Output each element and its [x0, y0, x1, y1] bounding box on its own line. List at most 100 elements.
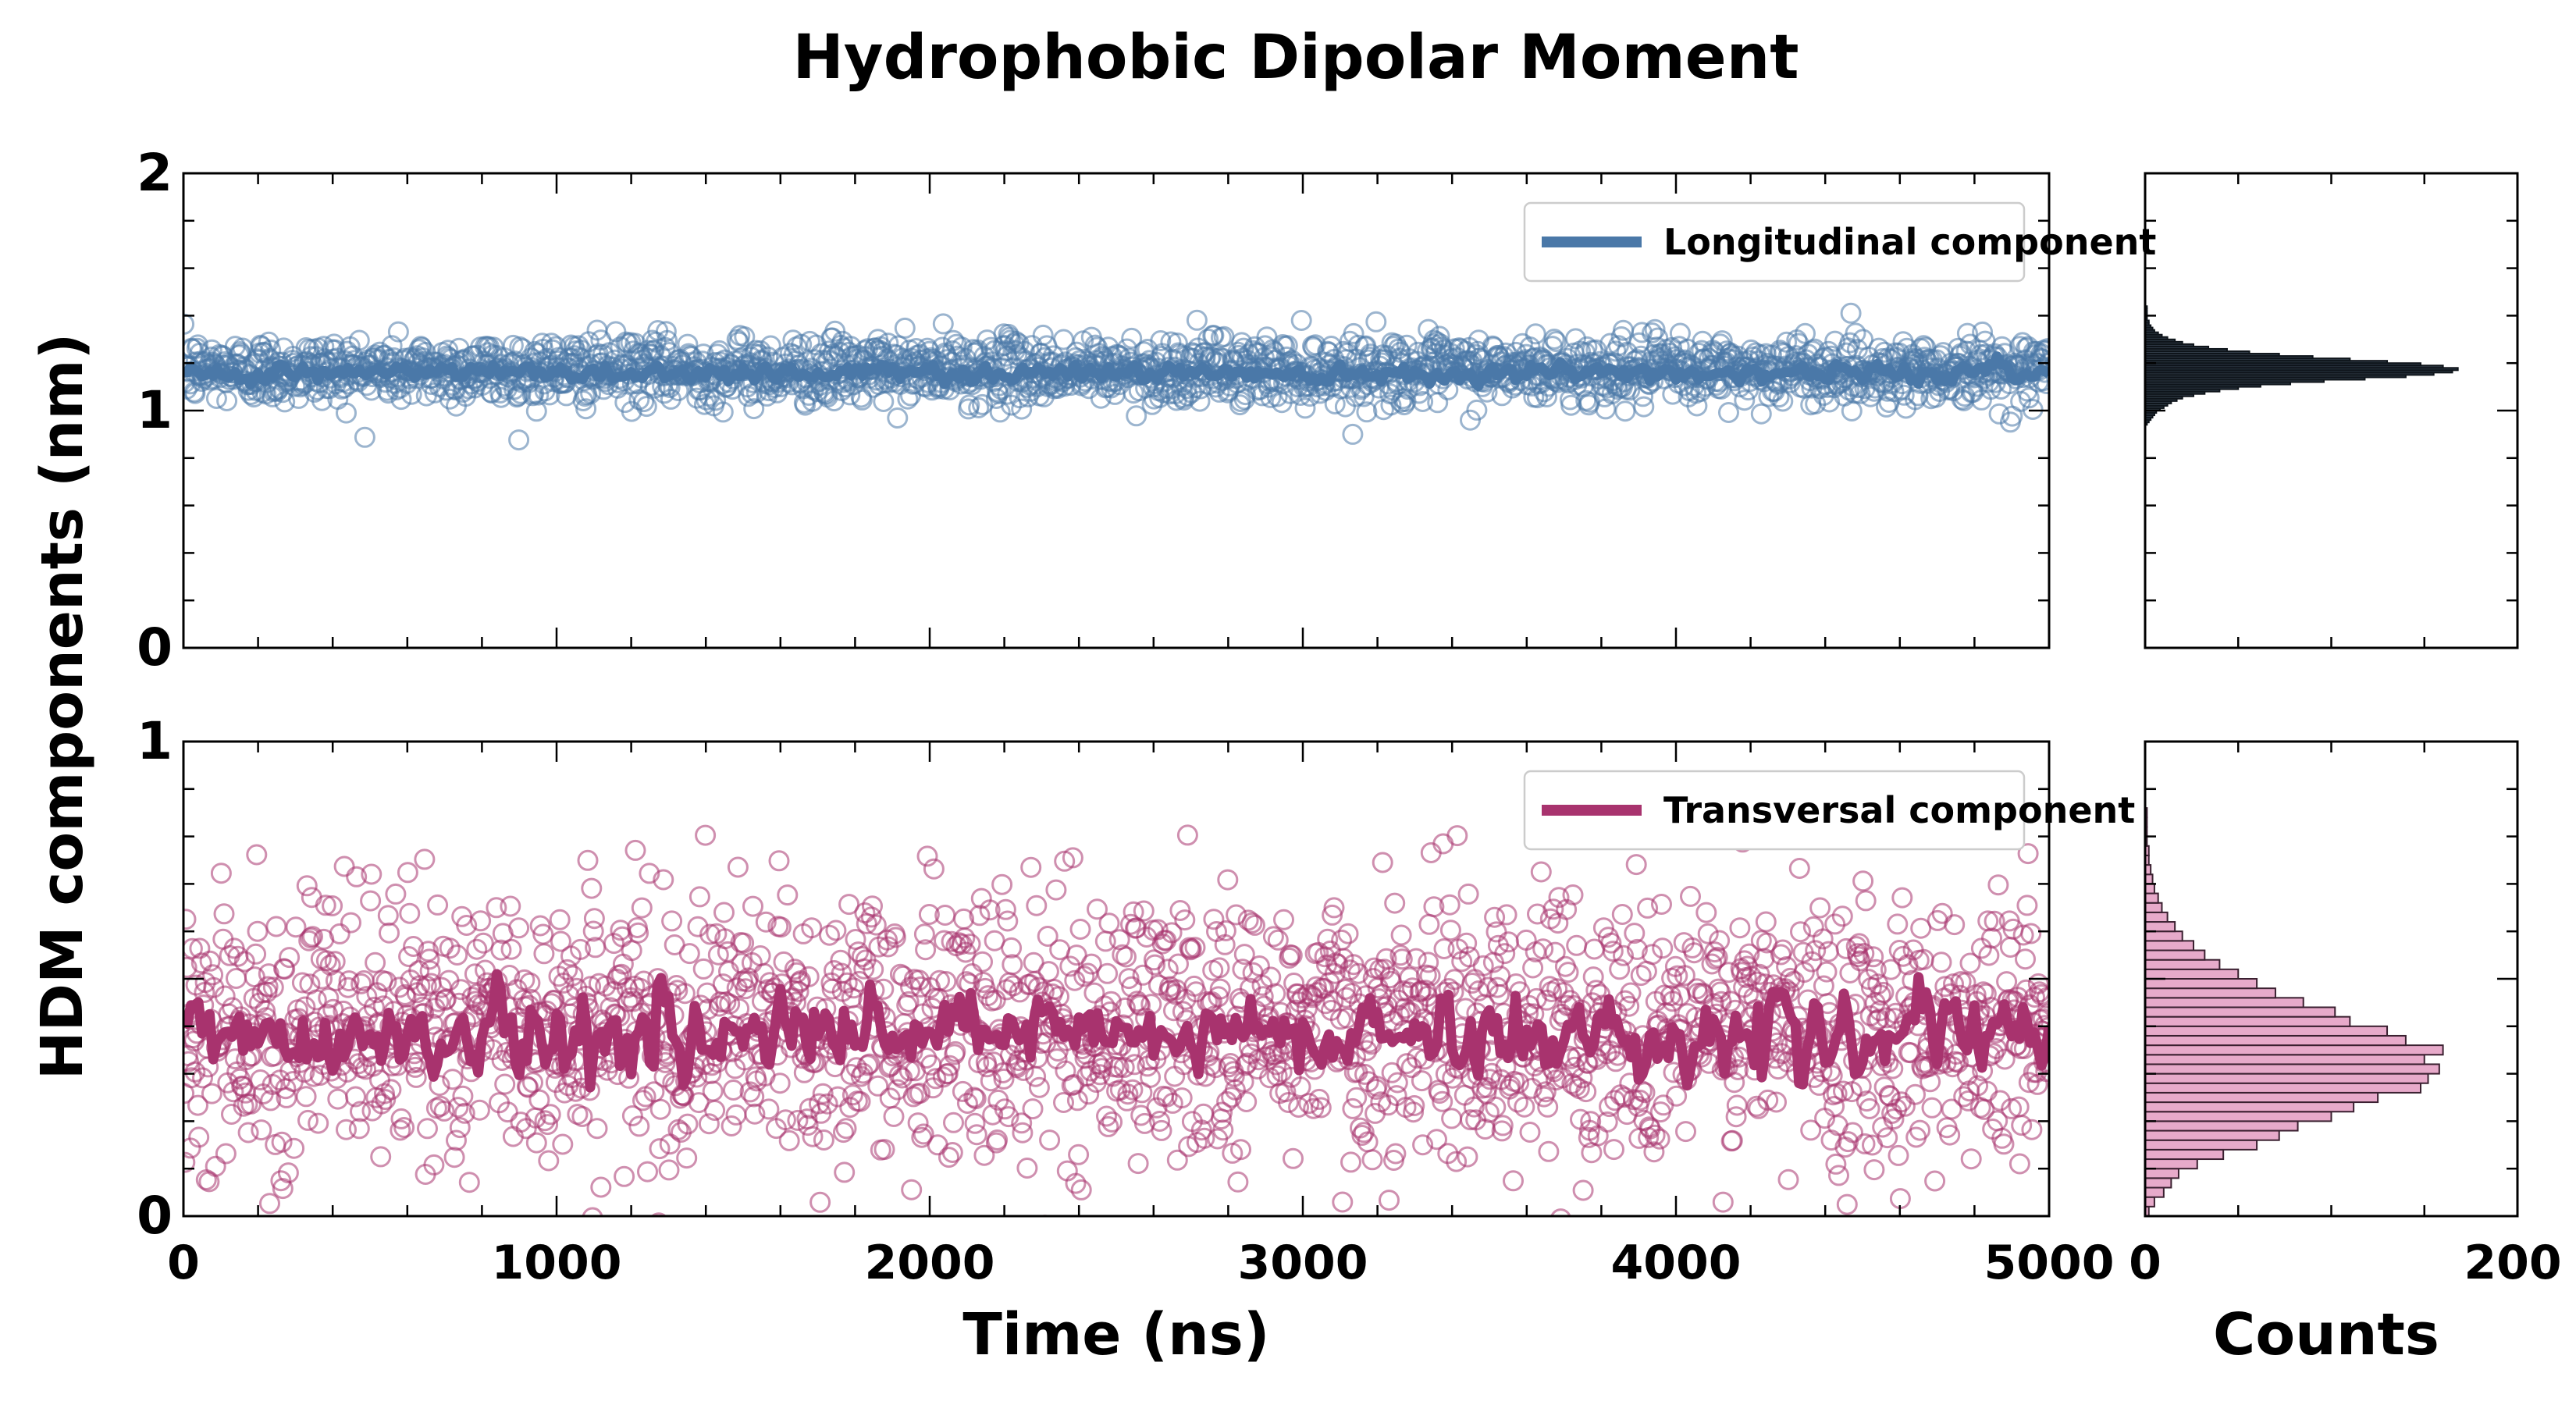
scatter-point: [938, 1147, 959, 1168]
scatter-point: [1346, 1087, 1368, 1108]
scatter-point: [1809, 897, 1831, 919]
scatter-point: [340, 912, 361, 934]
scatter-point: [639, 863, 660, 884]
scatter-point: [1385, 1143, 1407, 1165]
histogram-bar: [2144, 911, 2169, 923]
x-tick-label: 4000: [1611, 1236, 1742, 1290]
scatter-point: [839, 1097, 861, 1119]
scatter-point: [265, 916, 287, 937]
scatter-point: [727, 856, 749, 878]
scatter-point: [1757, 1089, 1779, 1111]
scatter-point: [390, 1108, 412, 1129]
y-axis-label: HDM components (nm): [29, 333, 96, 1080]
scatter-point: [770, 916, 792, 938]
scatter-point: [1466, 399, 1488, 421]
scatter-point: [1053, 1092, 1074, 1113]
scatter-point: [522, 1072, 543, 1094]
scatter-point: [628, 922, 649, 944]
scatter-point: [801, 917, 823, 939]
scatter-point: [982, 1104, 1004, 1126]
scatter-point: [1841, 400, 1863, 422]
scatter-point: [1527, 903, 1548, 925]
scatter-point: [297, 1109, 318, 1131]
scatter-point: [500, 895, 521, 917]
scatter-point: [298, 930, 320, 951]
scatter-point: [841, 1084, 863, 1106]
scatter-point: [1340, 1151, 1361, 1173]
scatter-point: [836, 972, 858, 994]
scatter-point: [1215, 920, 1236, 941]
scatter-point: [1168, 953, 1189, 975]
scatter-point: [1924, 1170, 1946, 1192]
scatter-point: [215, 1143, 237, 1165]
scatter-point: [873, 391, 895, 412]
scatter-point: [1100, 991, 1122, 1012]
scatter-point: [1265, 983, 1286, 1005]
scatter-point: [1432, 1090, 1453, 1112]
histogram-x-axis-label: Counts: [2213, 1301, 2439, 1368]
scatter-point: [1863, 1159, 1885, 1181]
scatter-point: [1059, 955, 1081, 977]
scatter-point: [1824, 913, 1846, 935]
scatter-point: [987, 1129, 1009, 1151]
scatter-point: [2037, 338, 2049, 360]
scatter-point: [1184, 937, 1206, 959]
top-histogram-panel: [2144, 172, 2519, 649]
scatter-point: [1386, 1072, 1408, 1094]
scatter-point: [187, 1094, 208, 1116]
scatter-point: [1288, 1097, 1310, 1118]
scatter-point: [827, 1086, 849, 1108]
scatter-point: [1852, 870, 1874, 892]
scatter-point: [329, 923, 350, 944]
scatter-point: [1078, 1083, 1100, 1105]
scatter-point: [1883, 1108, 1905, 1130]
scatter-point: [1582, 966, 1604, 988]
scatter-point: [1012, 1122, 1034, 1144]
scatter-point: [1642, 322, 1663, 343]
scatter-point: [1070, 1179, 1092, 1200]
scatter-point: [1643, 1141, 1665, 1163]
scatter-point: [1001, 937, 1023, 959]
scatter-point: [1994, 1048, 2016, 1070]
scatter-point: [1130, 994, 1151, 1016]
scatter-point: [1805, 940, 1827, 962]
histogram-bar: [2144, 1054, 2425, 1065]
scatter-point: [1026, 895, 1048, 916]
scatter-point: [429, 1075, 450, 1097]
scatter-point: [1498, 931, 1519, 953]
scatter-point: [1418, 913, 1440, 935]
scatter-point: [853, 958, 875, 980]
bottom-histogram-panel: 0 200: [2129, 740, 2562, 1290]
scatter-point: [1123, 1054, 1145, 1076]
scatter-point: [1083, 982, 1105, 1004]
scatter-point: [1233, 337, 1254, 359]
scatter-point: [624, 839, 646, 861]
scatter-point: [1772, 390, 1794, 412]
scatter-point: [1037, 961, 1059, 983]
scatter-point: [294, 996, 316, 1018]
scatter-point: [1887, 913, 1909, 935]
scatter-point: [1016, 1158, 1038, 1179]
scatter-point: [1002, 975, 1024, 997]
scatter-point: [285, 916, 307, 938]
scatter-point: [1909, 1119, 1930, 1141]
scatter-point: [1011, 1112, 1033, 1134]
scatter-point: [1361, 1149, 1383, 1171]
scatter-point: [443, 1147, 465, 1168]
scatter-point: [583, 908, 605, 930]
scatter-point: [1394, 998, 1416, 1019]
scatter-point: [1666, 1085, 1688, 1107]
scatter-point: [1653, 1094, 1674, 1116]
scatter-point: [787, 1109, 809, 1131]
y-tick-label: 0: [137, 617, 173, 678]
scatter-point: [581, 877, 603, 899]
scatter-point: [932, 1066, 954, 1088]
histogram-bar: [2144, 902, 2163, 913]
scatter-point: [1214, 934, 1236, 955]
scatter-point: [1788, 858, 1810, 879]
scatter-point: [859, 1053, 881, 1075]
chart-title: Hydrophobic Dipolar Moment: [792, 23, 1799, 93]
histogram-bar: [2144, 987, 2276, 999]
scatter-point: [688, 886, 710, 908]
scatter-point: [371, 1093, 393, 1115]
